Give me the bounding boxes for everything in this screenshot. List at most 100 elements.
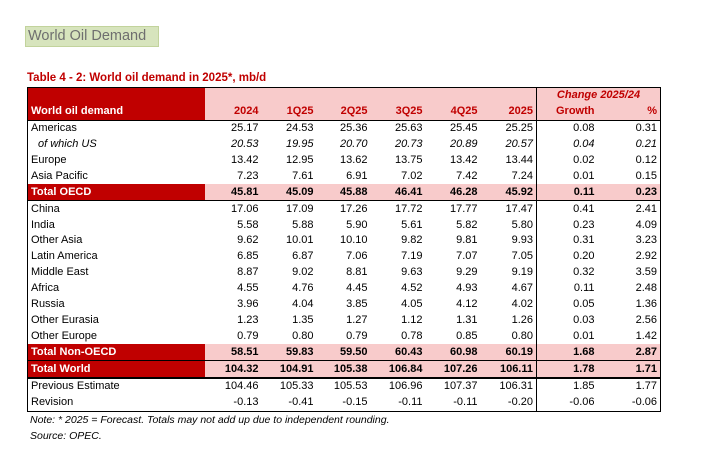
cell-percent: 0.23 [597,184,661,202]
row-label: of which US [27,136,205,153]
cell-value: -0.13 [204,394,262,412]
cell-value: 7.02 [401,169,423,182]
cell-value: 4.02 [480,296,537,313]
cell-value: 17.26 [339,202,368,215]
cell-value: 106.96 [370,377,426,395]
cell-value: 106.31 [480,377,537,395]
table-row: Total World 104.32 104.91 105.38 106.84 107.2… [27,360,661,380]
cell-value: 1.35 [292,313,314,326]
table-row: Total OECD 45.81 45.09 45.88 46.41 46.28 45.92… [27,184,661,202]
cell-value: 5.80 [480,217,537,234]
cell-growth: 0.11 [536,184,598,202]
row-label: Previous Estimate [27,377,205,395]
cell-growth: 0.11 [573,282,595,295]
cell-value: 0.78 [401,329,423,342]
cell-value: 8.87 [237,266,259,279]
row-label: Russia [27,296,205,313]
cell-value: 20.73 [394,138,423,151]
cell-value: -0.20 [480,394,537,412]
cell-value: 17.72 [394,202,423,215]
cell-value: 60.98 [425,344,481,362]
cell-value: 19.95 [285,138,314,151]
cell-value: 12.95 [285,154,314,166]
cell-value: 17.09 [285,202,314,215]
cell-value: 7.07 [456,250,478,263]
row-label: Other Asia [27,233,205,249]
cell-value: 4.76 [292,282,314,295]
row-label: Asia Pacific [27,168,205,185]
table-row: Other Asia 9.62 10.01 10.10 9.82 9.81 9.93 0.31… [27,233,661,249]
cell-growth: 0.05 [573,298,595,311]
cell-value: 106.11 [480,360,537,380]
row-label: Total World [27,360,205,380]
cell-value: 9.82 [401,234,423,247]
cell-value: 4.12 [456,298,478,311]
row-label: India [27,217,205,234]
cell-value: 105.53 [316,377,371,395]
cell-value: 105.38 [316,360,371,380]
table-note: Note: * 2025 = Forecast. Totals may not … [30,414,390,426]
cell-value: 25.25 [480,120,537,137]
cell-value: 13.42 [230,154,259,166]
cell-growth: 0.03 [573,313,595,326]
cell-value: 0.79 [237,329,259,342]
cell-value: 5.61 [401,218,423,231]
cell-value: 45.88 [316,184,371,202]
cell-value: 9.02 [292,266,314,279]
cell-value: 1.31 [456,313,478,326]
row-label: Latin America [27,248,205,265]
cell-value: 104.32 [204,360,262,380]
cell-percent: 2.92 [597,248,661,265]
table-caption: Table 4 - 2: World oil demand in 2025*, … [27,72,267,84]
row-label: Africa [27,280,205,297]
cell-value: 5.88 [292,218,314,231]
column-header: 2025 [480,103,537,121]
column-header-label: World oil demand [27,103,205,121]
cell-percent: 3.59 [597,264,661,281]
cell-value: 1.23 [237,313,259,326]
cell-value: 0.80 [292,329,314,342]
cell-percent: 3.23 [597,233,661,249]
header-row-2: World oil demand 2024 1Q25 2Q25 3Q25 4Q2… [27,103,661,121]
cell-value: 4.04 [292,298,314,311]
column-header: 4Q25 [425,103,481,121]
cell-value: 6.87 [292,250,314,263]
cell-value: 9.81 [456,234,478,247]
cell-value: 25.17 [230,122,259,135]
cell-value: 9.29 [456,266,478,279]
cell-growth: 0.31 [573,234,595,247]
column-header: 1Q25 [261,103,317,121]
cell-percent: 1.71 [597,360,661,380]
cell-value: 107.26 [425,360,481,380]
table-row: Africa 4.55 4.76 4.45 4.52 4.93 4.67 0.11 2.48 [27,280,661,297]
cell-percent: 2.87 [597,344,661,362]
cell-growth: -0.06 [536,394,598,412]
oil-demand-table: Change 2025/24 World oil demand 2024 1Q2… [27,86,661,412]
cell-value: 1.26 [480,312,537,329]
cell-growth: 0.08 [573,122,595,135]
table-source: Source: OPEC. [30,430,102,442]
cell-value: 9.93 [480,233,537,249]
table-row: Europe 13.42 12.95 13.62 13.75 13.42 13.44 0.02… [27,152,661,169]
cell-growth: 0.02 [573,154,595,166]
cell-value: 104.91 [261,360,317,380]
cell-value: 106.84 [370,360,426,380]
cell-value: 0.80 [480,328,537,345]
cell-value: 45.81 [204,184,262,202]
cell-growth: 0.20 [573,250,595,263]
cell-growth: 0.32 [573,266,595,279]
cell-value: 13.42 [449,154,478,166]
cell-growth: 0.04 [573,138,595,151]
cell-value: 4.93 [456,282,478,295]
table-row: of which US 20.53 19.95 20.70 20.73 20.89 20.5… [27,136,661,153]
cell-value: 3.85 [346,298,368,311]
cell-percent: 1.77 [597,377,661,395]
cell-value: 58.51 [204,344,262,362]
cell-value: 4.52 [401,282,423,295]
row-label: China [27,200,205,218]
cell-value: 10.10 [339,234,368,247]
table-row: Asia Pacific 7.23 7.61 6.91 7.02 7.42 7.24 0.01… [27,168,661,185]
table-row: Middle East 8.87 9.02 8.81 9.63 9.29 9.19 0.32 3… [27,264,661,281]
cell-value: 4.67 [480,280,537,297]
cell-percent: 0.31 [597,120,661,137]
